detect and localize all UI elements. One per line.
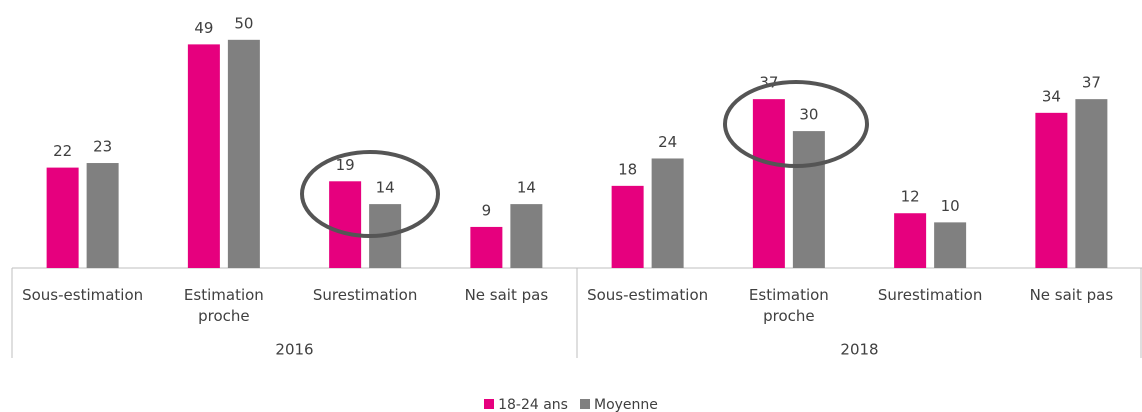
bar [894,213,927,268]
data-label: 49 [194,19,213,37]
data-label: 23 [93,138,112,156]
bar [934,222,967,268]
bar [752,99,785,269]
data-label: 14 [376,179,395,197]
bar [329,181,362,268]
bar [1075,99,1108,269]
bar [187,44,220,268]
data-label: 34 [1042,87,1061,105]
x-tick-label: Sous-estimation [587,286,709,304]
data-label: 19 [336,156,355,174]
x-tick-label: Estimation proche [183,286,264,325]
group-label: 2016 [275,341,313,359]
bar [470,226,503,268]
group-label: 2018 [840,341,878,359]
x-tick-label: Sous-estimation [22,286,144,304]
bar [46,167,79,268]
legend-label: 18-24 ans [498,397,568,412]
legend-swatch [579,399,590,409]
legend-label: Moyenne [593,397,658,412]
bar [651,158,684,268]
bar [1035,112,1068,268]
x-tick-label: Ne sait pas [464,286,549,304]
bar [611,185,644,268]
x-tick-label: Ne sait pas [1029,286,1114,304]
x-tick-label: Estimation proche [748,286,829,325]
legend: 18-24 ans Moyenne [0,397,1142,412]
legend-item: Moyenne [579,397,658,412]
data-label: 37 [1082,74,1101,92]
bar [510,204,543,268]
data-label: 12 [901,188,920,206]
x-tick-label: Surestimation [877,286,983,304]
highlight-circle [723,80,869,168]
data-label: 14 [517,179,536,197]
legend-swatch [484,399,495,409]
data-label: 10 [941,197,960,215]
data-label: 18 [618,160,637,178]
data-label: 50 [234,14,253,32]
data-label: 22 [53,142,72,160]
data-label: 9 [482,201,492,219]
data-label: 30 [799,106,818,124]
data-label: 24 [658,133,677,151]
legend-item: 18-24 ans [484,397,568,412]
bar [227,39,260,269]
x-tick-label: Surestimation [312,286,418,304]
bar [792,131,825,268]
bar [86,163,119,268]
highlight-circle [300,150,440,238]
